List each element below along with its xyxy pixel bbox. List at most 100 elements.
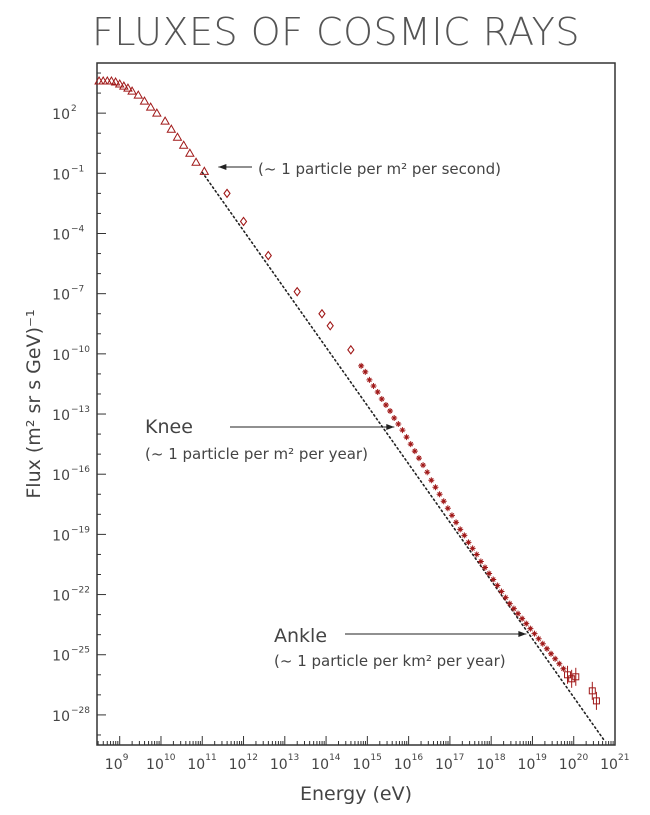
- x-tick-label-base: 10: [476, 757, 494, 773]
- annotation: (~ 1 particle per m² per second): [218, 160, 501, 178]
- y-tick-label: 10 −7: [52, 285, 84, 304]
- x-tick-label-exponent: 9: [123, 753, 129, 763]
- data-point-square: [588, 687, 596, 695]
- data-point-cross: [432, 484, 439, 491]
- x-tick-label-base: 10: [105, 757, 123, 773]
- data-point-cross: [560, 665, 567, 672]
- data-point-cross: [543, 645, 550, 652]
- data-point-cross: [548, 650, 555, 657]
- y-tick-label-base: 10: [52, 228, 70, 244]
- y-tick-label-base: 10: [52, 589, 70, 605]
- annotation-arrowhead: [518, 631, 527, 637]
- data-point-cross: [387, 408, 394, 415]
- data-point-cross: [374, 388, 381, 395]
- y-tick-label-exponent: −1: [71, 164, 84, 174]
- x-axis-label: Energy (eV): [300, 783, 412, 805]
- data-point-diamond: [223, 188, 231, 199]
- data-point-cross: [556, 660, 563, 667]
- x-tick-label-base: 10: [394, 757, 412, 773]
- data-point-cross: [519, 615, 526, 622]
- x-tick-label-exponent: 15: [370, 753, 381, 763]
- x-tick-label-exponent: 12: [247, 753, 258, 763]
- y-tick-label-exponent: −13: [71, 405, 90, 415]
- x-tick-label: 10 17: [435, 753, 464, 773]
- data-point-cross: [403, 434, 410, 441]
- data-point-cross: [539, 640, 546, 647]
- data-point-cross: [358, 362, 365, 369]
- x-tick-label-base: 10: [187, 757, 205, 773]
- y-tick-label-base: 10: [52, 408, 70, 424]
- data-point-cross: [552, 655, 559, 662]
- y-tick-label-base: 10: [52, 468, 70, 484]
- data-point-cross: [535, 635, 542, 642]
- data-point-cross: [415, 455, 422, 462]
- data-point-cross: [448, 512, 455, 519]
- x-tick-label-base: 10: [435, 757, 453, 773]
- x-tick-label-exponent: 20: [577, 753, 589, 763]
- data-point-cross: [506, 600, 513, 607]
- annotation: Knee (~ 1 particle per m² per year): [145, 416, 395, 463]
- data-point-cross: [469, 545, 476, 552]
- data-point-cross: [486, 570, 493, 577]
- data-point-triangle: [114, 79, 125, 88]
- data-point-cross: [473, 551, 480, 558]
- data-point-triangle: [172, 132, 183, 141]
- data-point-triangle: [145, 102, 156, 111]
- x-tick-label: 10 13: [270, 753, 299, 773]
- data-point-cross: [366, 376, 373, 383]
- data-point-cross: [465, 539, 472, 546]
- data-point-triangle: [199, 166, 210, 175]
- data-point-triangle: [106, 76, 117, 85]
- data-point-cross: [527, 625, 534, 632]
- x-tick-label-exponent: 10: [164, 753, 176, 763]
- y-tick-label-base: 10: [52, 107, 70, 123]
- x-tick-label-base: 10: [518, 757, 536, 773]
- x-tick-label-base: 10: [600, 757, 618, 773]
- annotation-label: Ankle: [274, 625, 327, 647]
- data-point-triangle: [191, 157, 201, 166]
- y-tick-label: 10 −10: [52, 345, 90, 364]
- data-point-cross: [477, 558, 484, 565]
- y-tick-label-base: 10: [52, 288, 70, 304]
- data-point-cross: [490, 576, 497, 583]
- data-point-diamond: [326, 320, 334, 331]
- annotation: Ankle (~ 1 particle per km² per year): [274, 625, 527, 670]
- x-tick-label: 10 15: [352, 753, 381, 773]
- y-tick-label: 10 −28: [52, 706, 90, 725]
- data-point-square: [592, 697, 600, 705]
- data-point-cross: [424, 469, 431, 476]
- x-tick-label: 10 9: [105, 753, 129, 773]
- chart-title: FLUXES OF COSMIC RAYS: [92, 10, 580, 54]
- reference-line: [201, 171, 606, 742]
- y-tick-label-base: 10: [52, 528, 70, 544]
- data-point-cross: [461, 532, 468, 539]
- data-point-diamond: [293, 286, 301, 297]
- data-point-square: [568, 675, 576, 683]
- data-point-diamond: [318, 308, 326, 319]
- data-point-triangle: [178, 140, 189, 149]
- x-tick-label-exponent: 18: [494, 753, 506, 763]
- y-tick-label-exponent: −28: [71, 706, 90, 716]
- data-point-cross: [457, 526, 464, 533]
- data-point-triangle: [98, 76, 109, 85]
- data-point-cross: [395, 421, 402, 428]
- data-point-triangle: [123, 83, 133, 92]
- y-tick-label-exponent: −7: [71, 285, 84, 295]
- x-tick-label: 10 19: [518, 753, 548, 773]
- data-point-triangle: [118, 81, 129, 90]
- data-point-diamond: [264, 250, 272, 261]
- annotation-arrowhead: [386, 424, 395, 430]
- y-tick-label: 10 −22: [52, 586, 90, 605]
- y-tick-label: 10 2: [52, 104, 77, 123]
- data-point-diamond: [239, 216, 248, 227]
- data-point-cross: [481, 564, 488, 571]
- data-point-cross: [494, 582, 501, 589]
- annotation-note: (~ 1 particle per m² per year): [145, 445, 368, 463]
- data-point-cross: [391, 415, 398, 422]
- x-tick-label: 10 10: [146, 753, 176, 773]
- y-tick-label-exponent: −16: [71, 465, 90, 475]
- plot-frame: [96, 62, 616, 746]
- annotation-note: (~ 1 particle per m² per second): [258, 160, 501, 178]
- x-tick-label: 10 14: [311, 753, 341, 773]
